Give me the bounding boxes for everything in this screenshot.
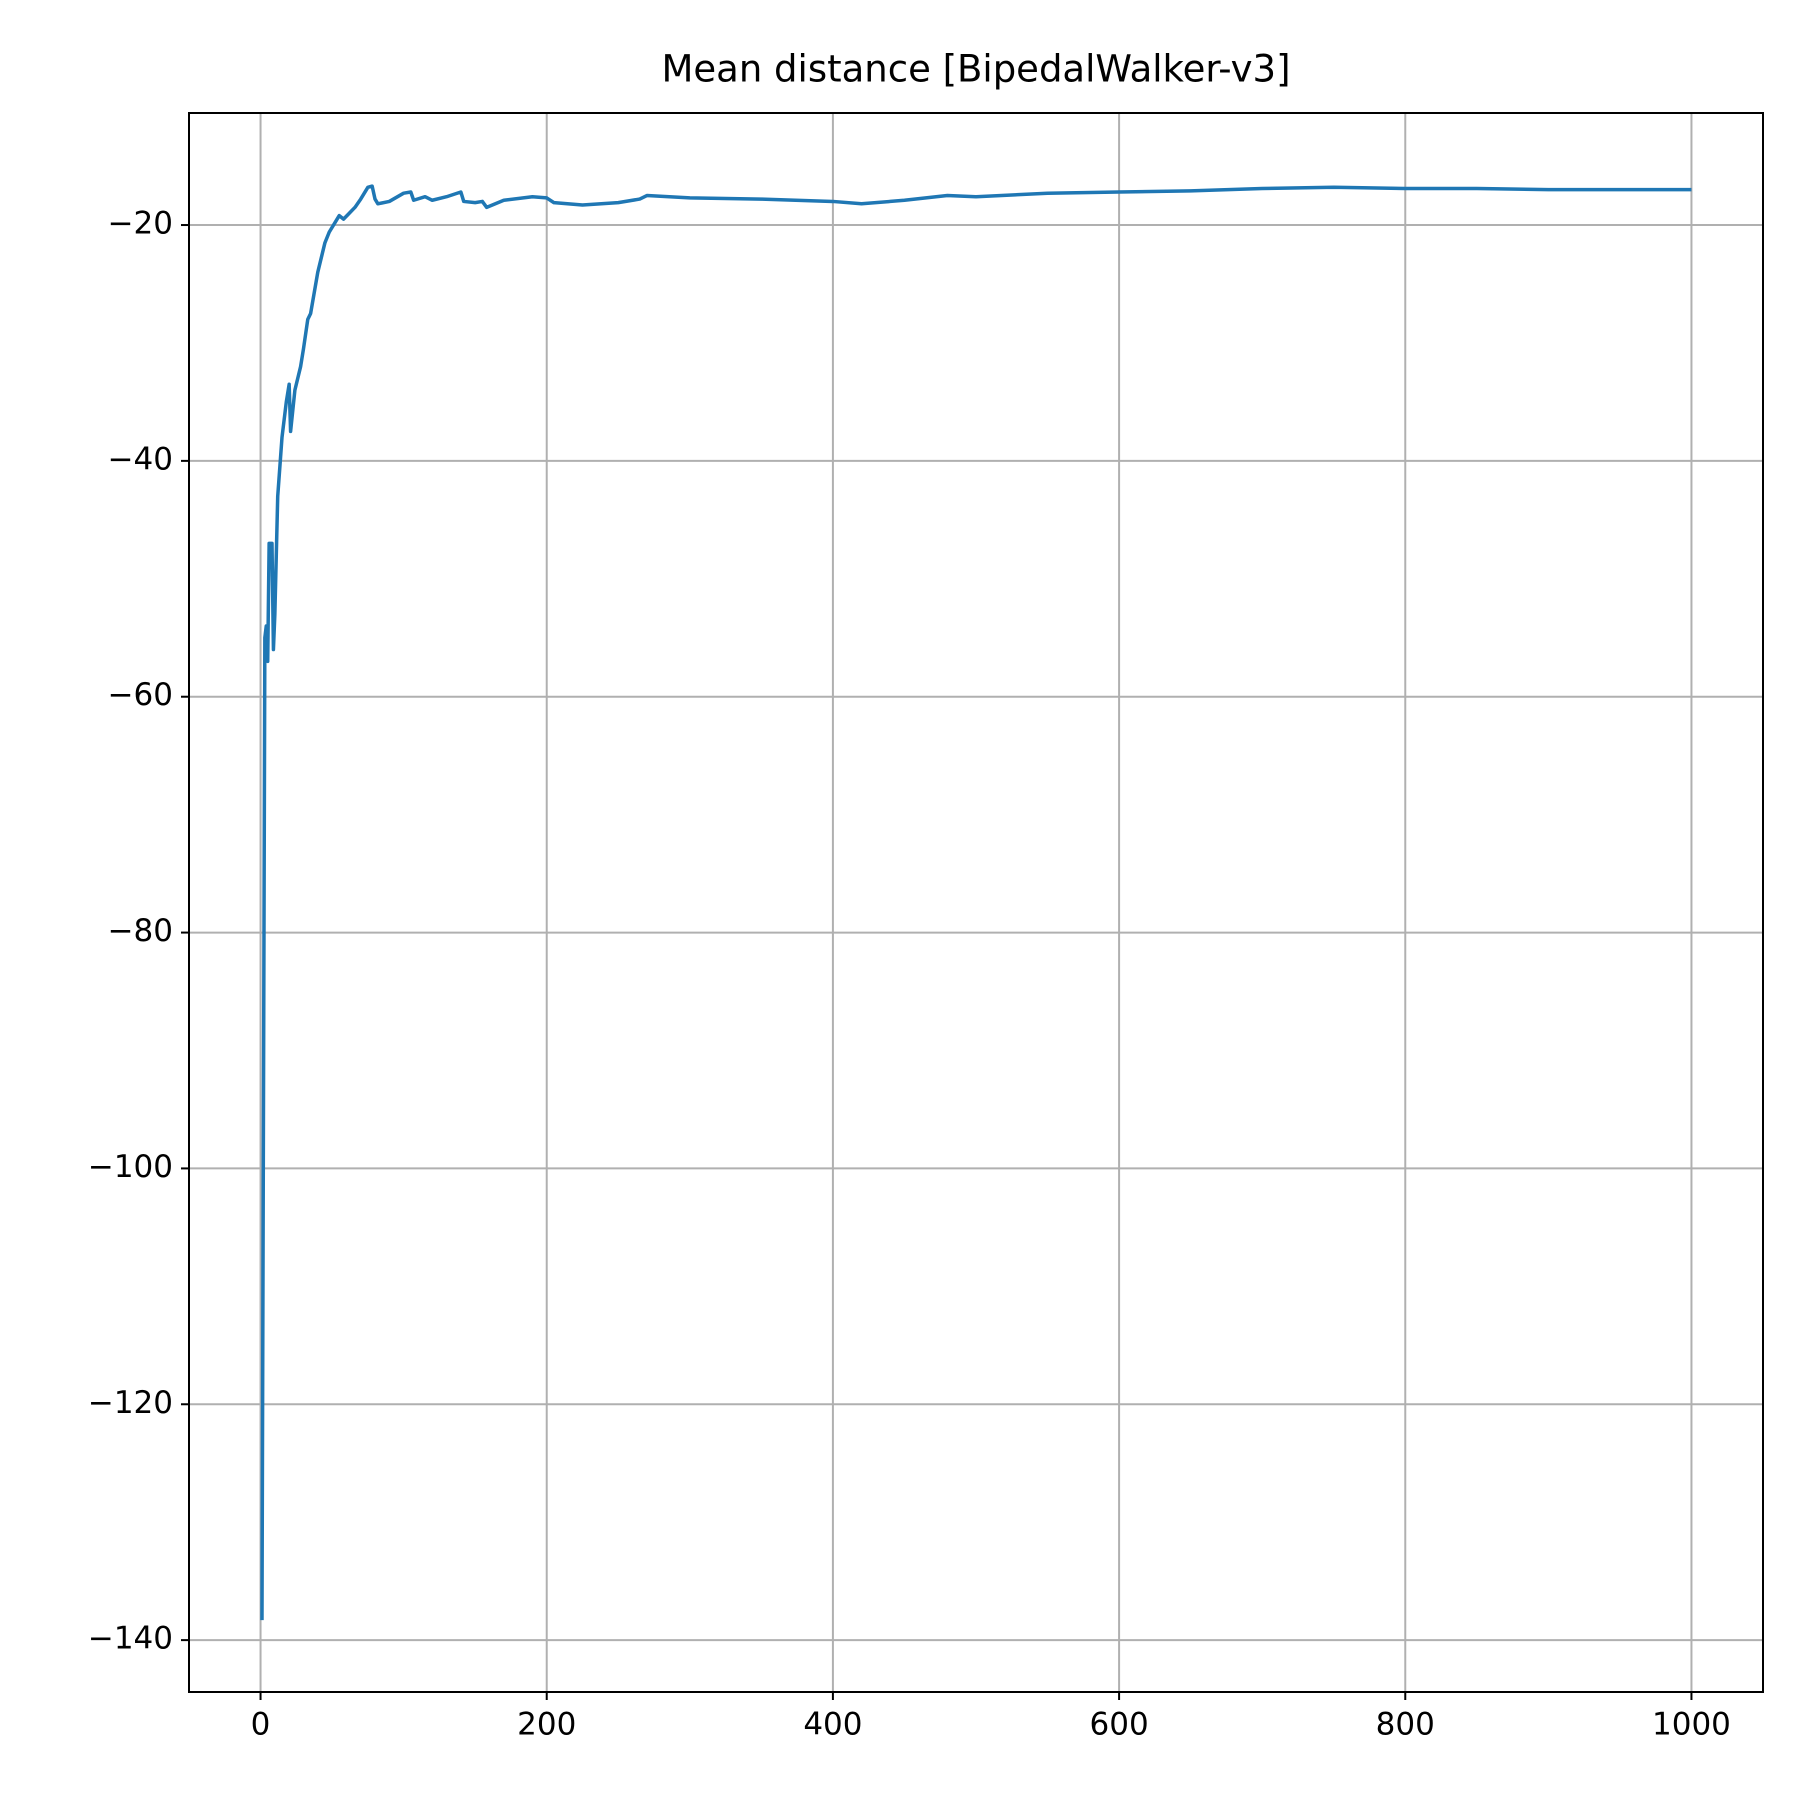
- data-line: [260, 184, 1692, 1621]
- x-tick-label: 600: [1090, 1707, 1149, 1743]
- plot-frame: [188, 112, 1764, 1693]
- x-tick-label: 0: [251, 1707, 271, 1743]
- y-tick-label: −20: [108, 206, 173, 242]
- y-tick-label: −80: [108, 913, 173, 949]
- x-tick-label: 800: [1376, 1707, 1435, 1743]
- y-tick-label: −40: [108, 441, 173, 477]
- chart-title: Mean distance [BipedalWalker-v3]: [661, 48, 1290, 91]
- x-tick-label: 200: [517, 1707, 576, 1743]
- x-tick-label: 1000: [1652, 1707, 1731, 1743]
- y-tick-label: −120: [88, 1385, 173, 1421]
- y-tick-label: −60: [108, 677, 173, 713]
- x-tick-label: 400: [803, 1707, 862, 1743]
- y-tick-label: −100: [88, 1149, 173, 1185]
- y-tick-label: −140: [88, 1621, 173, 1657]
